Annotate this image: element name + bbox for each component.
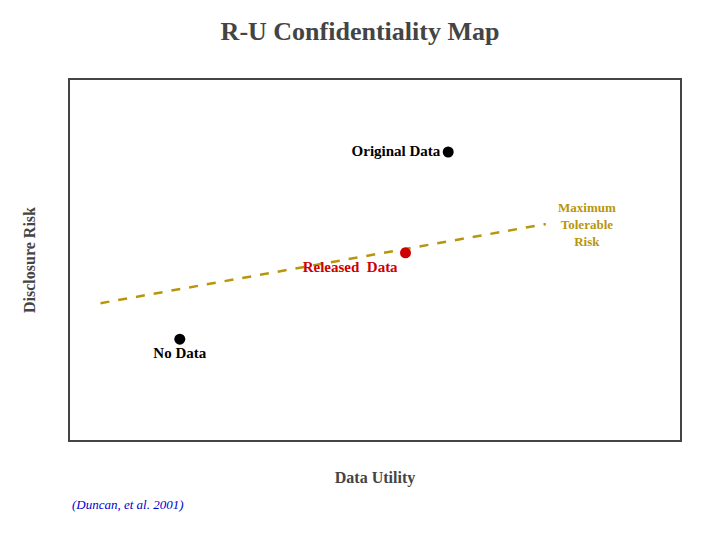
svg-text:R-U Confidentiality Map: R-U Confidentiality Map [221,17,500,46]
svg-text:Data Utility: Data Utility [335,469,415,487]
svg-text:MaximumTolerableRisk: MaximumTolerableRisk [558,200,616,249]
svg-text:(Duncan, et al. 2001): (Duncan, et al. 2001) [72,497,184,512]
svg-text:Original Data: Original Data [352,143,441,159]
svg-text:Released Data: Released Data [303,259,398,275]
svg-text:No Data: No Data [153,345,206,361]
svg-text:Disclosure Risk: Disclosure Risk [21,207,38,313]
